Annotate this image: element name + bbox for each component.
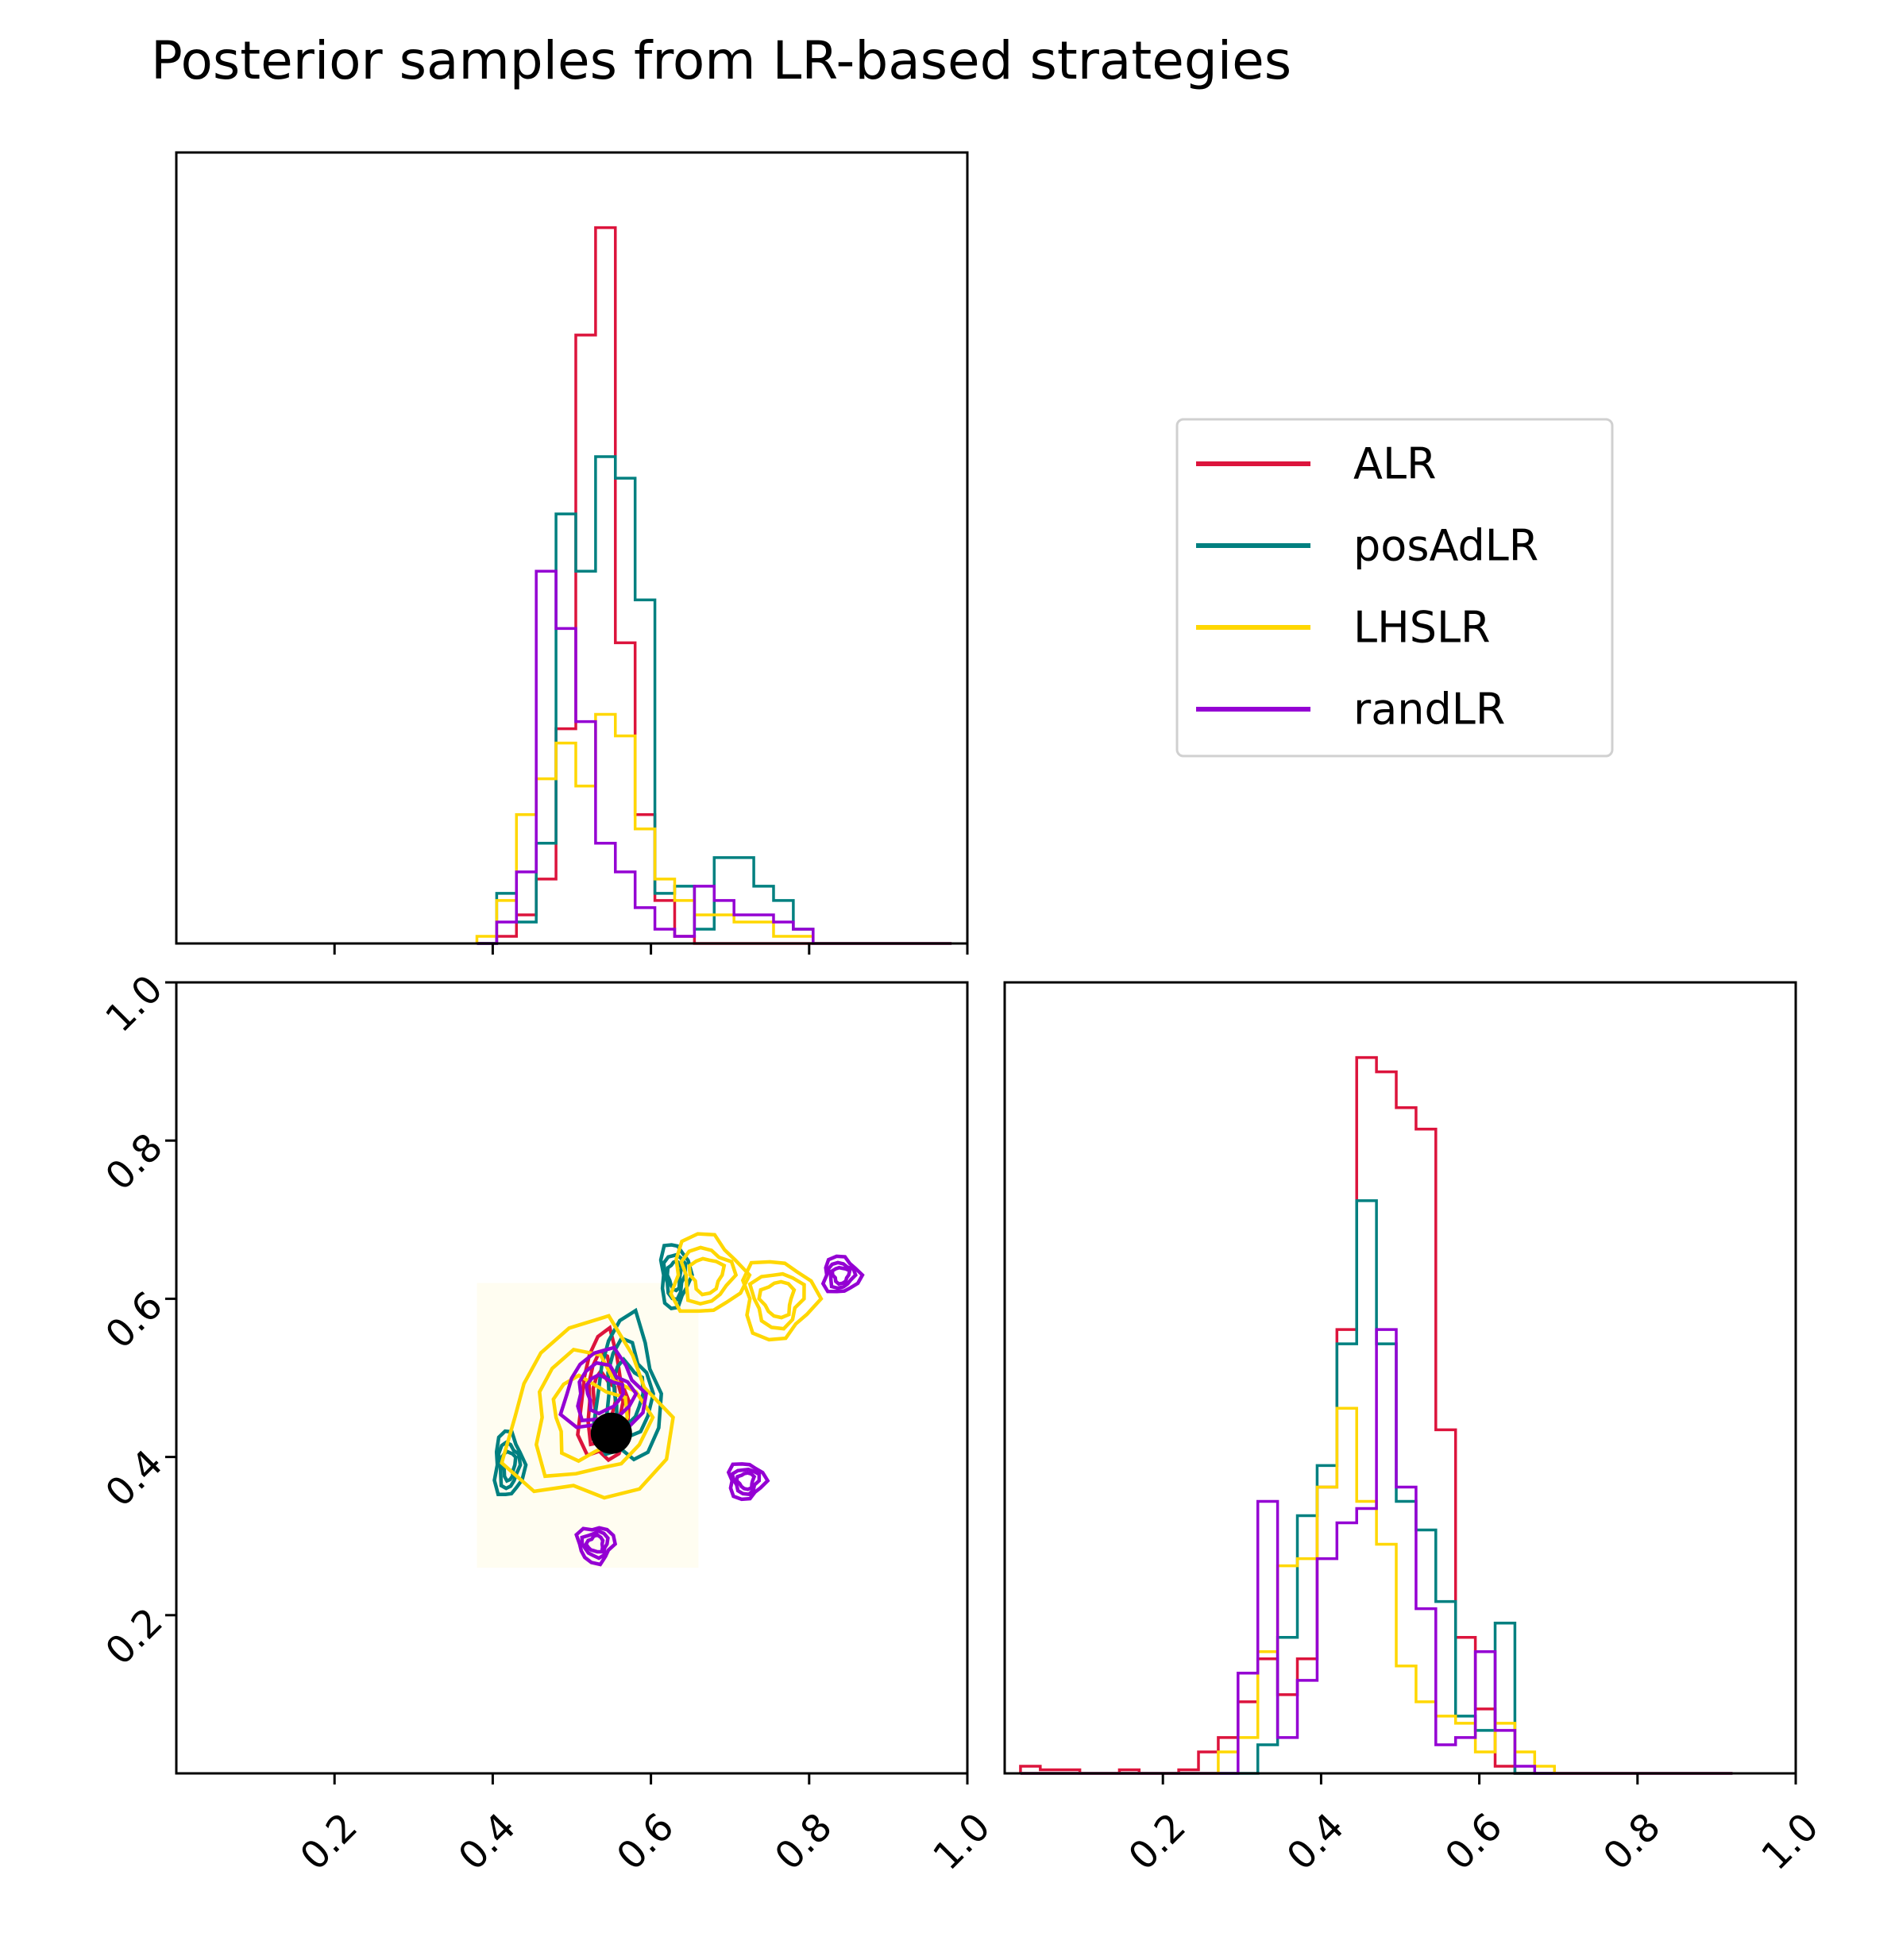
top-left-frame bbox=[175, 151, 969, 945]
legend-label-LHSLR: LHSLR bbox=[1353, 603, 1491, 653]
bottom-left-contour-randLR bbox=[580, 1529, 610, 1561]
panel-bottom-right-histogram: 0.2 0.4 0.6 0.8 1.0 bbox=[1003, 981, 1827, 1879]
top-left-series-posAdLR bbox=[477, 455, 952, 945]
bottom-left-xtick-label: 0.4 bbox=[450, 1804, 525, 1879]
bottom-left-contour-LHSLR bbox=[500, 1314, 675, 1500]
bottom-left-xtick-label: 0.6 bbox=[608, 1804, 683, 1879]
bottom-left-truth-marker bbox=[590, 1412, 632, 1454]
bottom-left-ytick-label: 0.8 bbox=[97, 1125, 172, 1199]
bottom-left-contour-randLR bbox=[574, 1526, 618, 1567]
top-left-series-randLR bbox=[477, 569, 952, 945]
bottom-left-contour-randLR bbox=[726, 1462, 770, 1502]
chart-title: Posterior samples from LR-based strategi… bbox=[151, 30, 1292, 91]
bottom-left-contour-LHSLR bbox=[534, 1347, 655, 1479]
legend: ALR posAdLR LHSLR randLR bbox=[1175, 418, 1614, 758]
bottom-right-frame bbox=[1003, 981, 1797, 1775]
top-left-series-ALR bbox=[477, 226, 952, 945]
bottom-left-contour-randLR bbox=[584, 1372, 626, 1416]
bottom-left-contours bbox=[477, 1232, 865, 1568]
bottom-left-xtick-label: 0.2 bbox=[291, 1804, 366, 1879]
bottom-left-contour-randLR bbox=[735, 1471, 757, 1491]
bottom-right-xtick-label: 0.4 bbox=[1279, 1804, 1353, 1879]
bottom-right-series-randLR bbox=[1020, 1328, 1733, 1775]
bottom-left-ytick-label: 1.0 bbox=[97, 966, 172, 1041]
bottom-left-contour-LHSLR bbox=[757, 1279, 797, 1320]
legend-box bbox=[1175, 418, 1614, 758]
bottom-left-contour-posAdLR bbox=[591, 1307, 663, 1462]
bottom-left-ytick-label: 0.6 bbox=[97, 1283, 172, 1358]
legend-label-ALR: ALR bbox=[1353, 439, 1437, 489]
bottom-left-frame bbox=[175, 981, 969, 1775]
bottom-left-contour-posAdLR bbox=[492, 1429, 528, 1496]
panel-top-left-histogram bbox=[175, 151, 969, 955]
bottom-left-contour-posAdLR bbox=[662, 1252, 688, 1302]
bottom-left-ytick-label: 0.4 bbox=[97, 1441, 172, 1516]
bottom-left-contour-randLR bbox=[826, 1260, 858, 1291]
bottom-right-xtick-label: 1.0 bbox=[1753, 1804, 1827, 1879]
bottom-left-xtick-label: 0.8 bbox=[766, 1804, 841, 1879]
bottom-right-xtick-label: 0.8 bbox=[1595, 1804, 1669, 1879]
bottom-left-xtick-label: 1.0 bbox=[924, 1804, 999, 1879]
bottom-left-contour-LHSLR bbox=[740, 1260, 824, 1342]
bottom-left-contour-LHSLR bbox=[747, 1271, 806, 1331]
bottom-left-contour-LHSLR bbox=[679, 1245, 739, 1306]
bottom-left-contour-randLR bbox=[830, 1265, 852, 1287]
legend-label-randLR: randLR bbox=[1353, 685, 1505, 735]
legend-label-posAdLR: posAdLR bbox=[1353, 521, 1538, 571]
panel-bottom-left-contour: 0.2 0.4 0.6 0.8 1.0 0.2 0.4 0.6 0.8 1.0 bbox=[97, 966, 999, 1879]
bottom-left-contour-LHSLR bbox=[687, 1256, 727, 1297]
bottom-right-xtick-label: 0.2 bbox=[1120, 1804, 1195, 1879]
bottom-left-contour-randLR bbox=[730, 1468, 762, 1496]
bottom-right-xtick-label: 0.6 bbox=[1437, 1804, 1511, 1879]
bottom-left-contour-randLR bbox=[584, 1533, 605, 1554]
bottom-left-contour-randLR bbox=[820, 1254, 865, 1294]
bottom-left-contour-LHSLR bbox=[669, 1232, 752, 1314]
bottom-left-ytick-label: 0.2 bbox=[97, 1599, 172, 1674]
